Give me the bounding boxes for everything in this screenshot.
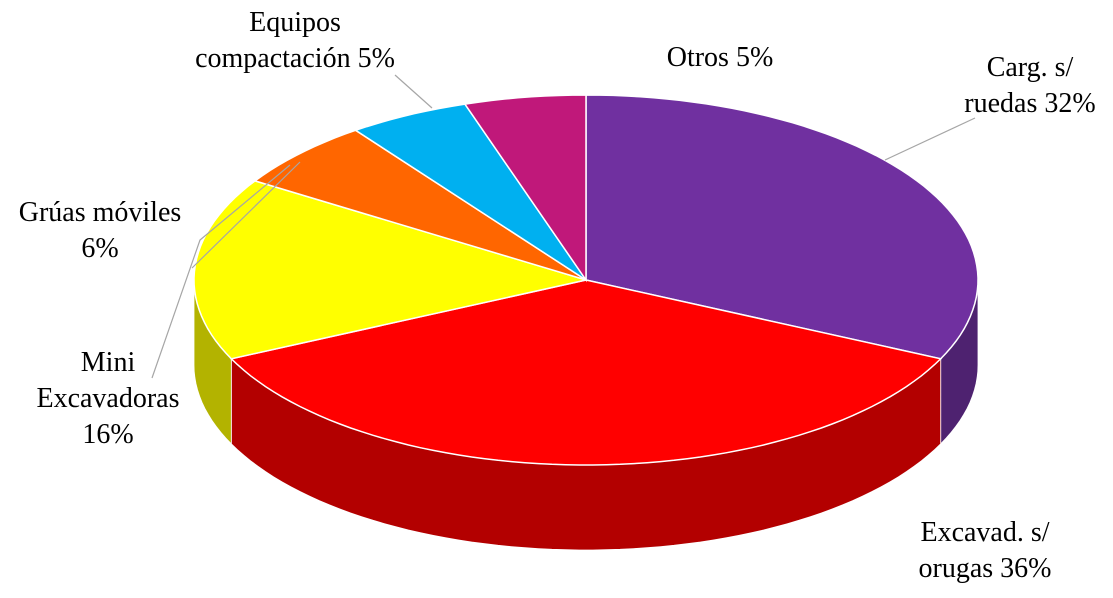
pie-slice bbox=[585, 94, 979, 360]
slice-label: Equipos compactación 5% bbox=[190, 5, 400, 77]
value-label: 16% bbox=[82, 419, 134, 450]
leader-line bbox=[191, 161, 301, 269]
value-label: 32% bbox=[1044, 88, 1096, 119]
category-label: Mini Excavadoras bbox=[36, 347, 180, 414]
leader-line bbox=[884, 117, 976, 161]
slice-label: Excavad. s/ orugas 36% bbox=[885, 515, 1085, 587]
leader-line bbox=[394, 74, 433, 109]
slice-label: Mini Excavadoras 16% bbox=[13, 345, 203, 453]
pie-slice bbox=[353, 103, 587, 281]
slice-label: Carg. s/ ruedas 32% bbox=[960, 50, 1100, 122]
value-label: 5% bbox=[735, 42, 774, 73]
category-label: Equipos compactación bbox=[195, 7, 351, 74]
leader-lines bbox=[151, 74, 976, 379]
category-label: Excavad. s/ orugas bbox=[918, 517, 1050, 584]
pie-slice bbox=[229, 279, 943, 466]
category-label: Otros bbox=[666, 42, 729, 73]
leader-line bbox=[151, 164, 291, 379]
top-faces bbox=[193, 94, 979, 466]
value-label: 36% bbox=[1000, 553, 1052, 584]
category-label: Grúas móviles bbox=[18, 197, 182, 228]
pie-slice bbox=[253, 129, 587, 281]
category-label: Carg. s/ ruedas bbox=[964, 52, 1074, 119]
value-label: 6% bbox=[81, 233, 119, 264]
slice-label: Otros 5% bbox=[610, 40, 830, 76]
value-label: 5% bbox=[357, 43, 395, 74]
pie-slice bbox=[463, 94, 587, 283]
pie-slice bbox=[193, 180, 589, 360]
slice-label: Grúas móviles 6% bbox=[18, 195, 183, 267]
